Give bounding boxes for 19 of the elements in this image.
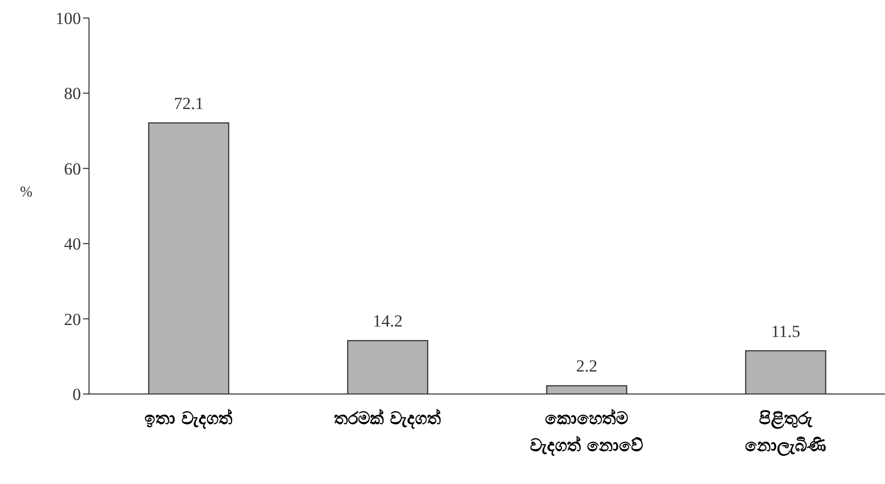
x-tick-label: තරමක් වැදගත් (334, 408, 441, 430)
x-tick-label: පිළිතුරු නොලැබිණි (745, 409, 826, 457)
bar (745, 350, 826, 394)
data-label: 14.2 (372, 312, 403, 331)
y-tick-label: 60 (64, 159, 81, 178)
y-tick-label: 80 (64, 84, 81, 104)
y-tick-label: 0 (72, 385, 81, 404)
bar (347, 340, 428, 394)
x-tick-label: ඉතා වැදගත් (144, 408, 232, 430)
data-label: 72.1 (174, 94, 204, 113)
y-tick-label: 40 (64, 234, 81, 254)
y-tick-label: 20 (64, 310, 81, 329)
data-label: 2.2 (576, 356, 598, 376)
bar (546, 385, 628, 394)
data-label: 11.5 (771, 322, 800, 341)
x-tick-label: කොහෙත්ම වැදගත් නොවේ (530, 408, 643, 457)
y-tick-label: 100 (56, 9, 81, 28)
y-axis-title: % (20, 184, 32, 200)
bar (148, 122, 230, 394)
